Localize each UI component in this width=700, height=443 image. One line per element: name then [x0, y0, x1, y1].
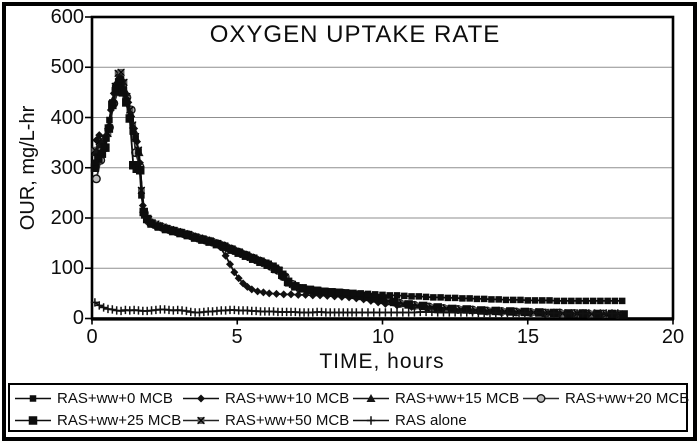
y-tick-500: 500 [50, 56, 84, 78]
y-tick-300: 300 [50, 157, 84, 179]
legend-label: RAS+ww+50 MCB [225, 411, 350, 429]
x-tick-20: 20 [661, 326, 685, 348]
filled-square-marker-icon [15, 394, 51, 402]
legend-label: RAS+ww+20 MCB [565, 389, 690, 407]
y-tick-100: 100 [50, 257, 84, 279]
legend-item-ras-ww-50-mcb: RAS+ww+50 MCB [182, 411, 349, 429]
crossed-square-marker-icon [183, 416, 219, 424]
x-tick-5: 5 [231, 326, 243, 348]
legend-item-ras-alone: RAS alone [352, 411, 467, 429]
y-tick-0: 0 [72, 307, 84, 329]
legend-item-ras-ww-15-mcb: RAS+ww+15 MCB [352, 389, 519, 407]
x-tick-0: 0 [86, 326, 98, 348]
y-tick-200: 200 [50, 207, 84, 229]
filled-diamond-marker-icon [183, 394, 219, 402]
large-filled-square-marker-icon [15, 415, 51, 425]
x-tick-15: 15 [516, 326, 540, 348]
legend-item-ras-ww-25-mcb: RAS+ww+25 MCB [14, 411, 181, 429]
legend-item-ras-ww-20-mcb: RAS+ww+20 MCB [522, 389, 689, 407]
x-tick-10: 10 [371, 326, 395, 348]
y-tick-600: 600 [50, 6, 84, 28]
legend-label: RAS+ww+25 MCB [57, 411, 182, 429]
chart-title: OXYGEN UPTAKE RATE [209, 21, 501, 48]
y-tick-400: 400 [50, 107, 84, 129]
legend-label: RAS+ww+0 MCB [57, 389, 173, 407]
legend-item-ras-ww-10-mcb: RAS+ww+10 MCB [182, 389, 349, 407]
x-axis-label: TIME, hours [319, 350, 445, 373]
chart-legend: RAS+ww+0 MCB RAS+ww+10 MCB RAS+ww+15 MCB… [8, 383, 689, 432]
legend-label: RAS+ww+10 MCB [225, 389, 350, 407]
legend-label: RAS+ww+15 MCB [395, 389, 520, 407]
open-circle-marker-icon [523, 393, 559, 403]
filled-triangle-marker-icon [353, 393, 389, 402]
legend-label: RAS alone [395, 411, 467, 429]
plus-marker-icon [353, 415, 389, 425]
legend-item-ras-ww-0-mcb: RAS+ww+0 MCB [14, 389, 173, 407]
